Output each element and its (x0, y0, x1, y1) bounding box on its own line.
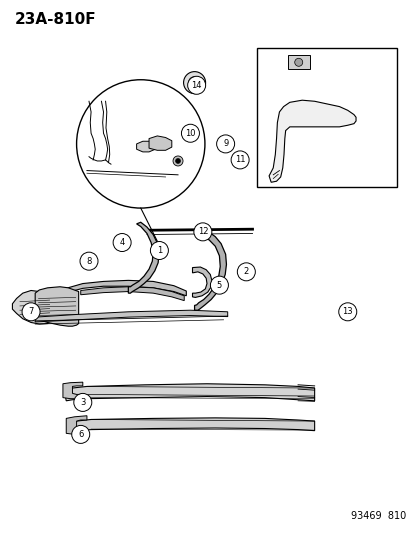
Text: 4: 4 (119, 238, 124, 247)
Circle shape (193, 223, 211, 241)
Polygon shape (66, 416, 87, 434)
Text: 5: 5 (216, 281, 221, 289)
Text: 13: 13 (342, 308, 352, 316)
Bar (256, 48, 396, 187)
Polygon shape (12, 290, 58, 324)
Text: 8: 8 (86, 257, 91, 265)
Circle shape (113, 233, 131, 252)
Circle shape (237, 263, 255, 281)
Text: 7: 7 (28, 308, 33, 316)
Circle shape (294, 58, 302, 66)
Circle shape (188, 77, 200, 88)
Text: 93469  810: 93469 810 (350, 511, 405, 521)
Circle shape (80, 252, 98, 270)
Polygon shape (64, 384, 314, 401)
Text: 3: 3 (80, 398, 85, 407)
Polygon shape (81, 287, 184, 301)
Text: 11: 11 (234, 156, 245, 164)
Circle shape (22, 303, 40, 321)
Circle shape (175, 158, 180, 164)
Polygon shape (63, 382, 83, 399)
Circle shape (74, 393, 92, 411)
Text: 1: 1 (157, 246, 161, 255)
Circle shape (71, 425, 90, 443)
Polygon shape (128, 222, 159, 293)
Bar (287, 55, 309, 69)
Polygon shape (268, 100, 355, 182)
Circle shape (183, 71, 205, 94)
Text: 10: 10 (185, 129, 195, 138)
Text: 23A-810F: 23A-810F (15, 12, 96, 27)
Polygon shape (136, 141, 155, 152)
Circle shape (216, 135, 234, 153)
Polygon shape (192, 267, 211, 297)
Text: 14: 14 (191, 81, 202, 90)
Polygon shape (35, 287, 78, 326)
Polygon shape (54, 280, 186, 297)
Circle shape (150, 241, 168, 260)
Circle shape (181, 124, 199, 142)
Text: 6: 6 (78, 430, 83, 439)
Polygon shape (149, 136, 171, 150)
Circle shape (187, 76, 205, 94)
Circle shape (173, 156, 183, 166)
Circle shape (338, 303, 356, 321)
Polygon shape (194, 230, 226, 310)
Circle shape (210, 276, 228, 294)
Text: 2: 2 (243, 268, 248, 276)
Text: 9: 9 (223, 140, 228, 148)
Text: 12: 12 (197, 228, 208, 236)
Polygon shape (68, 418, 314, 432)
Circle shape (192, 80, 197, 85)
Circle shape (230, 151, 249, 169)
Polygon shape (35, 310, 227, 322)
